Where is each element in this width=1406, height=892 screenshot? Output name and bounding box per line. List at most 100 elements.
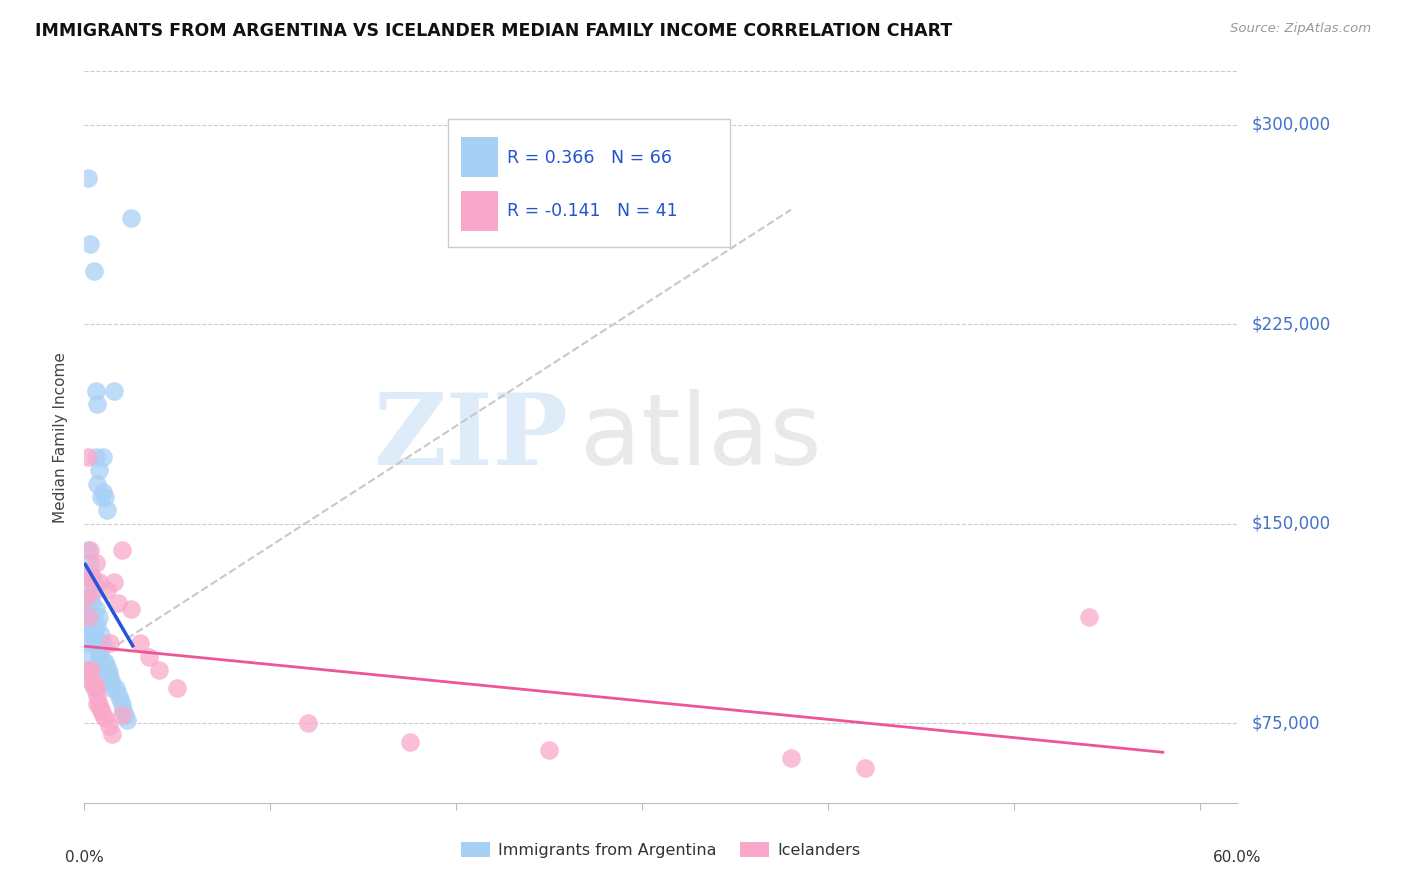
Point [90,703,112,717]
Point [80,676,103,690]
Point [86,617,108,632]
Point [79,628,101,642]
Point [77,450,100,464]
Point [110,698,132,712]
Point [84,450,107,464]
Point [138,649,160,664]
Point [107,687,129,701]
Point [100,676,122,690]
Point [75,591,97,605]
Text: R = 0.366   N = 66: R = 0.366 N = 66 [508,149,672,167]
FancyBboxPatch shape [447,119,730,247]
Point [101,726,124,740]
Point [103,575,125,590]
Point [110,543,132,558]
Point [80,617,103,632]
Point [84,601,107,615]
Point [91,636,114,650]
Point [398,734,420,748]
Point [96,582,118,597]
Point [103,384,125,398]
Point [75,649,97,664]
Point [101,676,124,690]
Text: $225,000: $225,000 [1251,315,1330,333]
Text: 0.0%: 0.0% [65,850,104,865]
Point [91,708,114,723]
Point [83,623,105,637]
Point [86,690,108,704]
Point [100,636,122,650]
Point [83,636,105,650]
Point [97,671,120,685]
Point [79,607,101,621]
Point [79,557,101,571]
Point [110,708,132,723]
Point [77,601,100,615]
Point [89,649,111,664]
Point [86,636,108,650]
Y-axis label: Median Family Income: Median Family Income [53,351,69,523]
Point [94,660,117,674]
Text: ZIP: ZIP [374,389,568,485]
Point [84,631,107,645]
Point [79,237,101,252]
Point [80,570,103,584]
Point [97,665,120,680]
Point [83,676,105,690]
Point [108,692,131,706]
Point [115,714,138,728]
Point [96,660,118,674]
Point [100,671,122,685]
Point [90,490,112,504]
Point [101,681,124,696]
Point [80,570,103,584]
Point [90,649,112,664]
Text: R = -0.141   N = 41: R = -0.141 N = 41 [508,202,678,220]
Point [75,636,97,650]
Point [114,708,136,723]
Point [97,719,120,733]
Point [86,476,108,491]
Point [538,742,561,756]
Text: 60.0%: 60.0% [1213,850,1261,865]
Text: atlas: atlas [581,389,821,485]
Point [89,698,111,712]
Point [129,636,152,650]
FancyBboxPatch shape [461,191,498,231]
Text: $150,000: $150,000 [1251,515,1330,533]
Point [77,671,100,685]
Point [80,663,103,677]
Point [80,596,103,610]
Point [120,601,142,615]
Point [89,575,111,590]
Text: $75,000: $75,000 [1251,714,1320,732]
Point [75,596,97,610]
Point [79,543,101,558]
Point [91,450,114,464]
Point [120,211,142,225]
Point [94,490,117,504]
Point [89,463,111,477]
Point [166,681,188,696]
Point [297,716,319,731]
Point [94,655,117,669]
Point [83,582,105,597]
Point [77,543,100,558]
Point [1077,609,1099,624]
Point [77,623,100,637]
Point [84,384,107,398]
Point [96,503,118,517]
Point [75,570,97,584]
Text: $300,000: $300,000 [1251,116,1330,134]
Point [86,397,108,411]
Point [780,750,803,764]
Point [83,681,105,696]
Text: IMMIGRANTS FROM ARGENTINA VS ICELANDER MEDIAN FAMILY INCOME CORRELATION CHART: IMMIGRANTS FROM ARGENTINA VS ICELANDER M… [35,22,952,40]
Point [84,557,107,571]
Point [75,663,97,677]
Point [89,644,111,658]
Legend: Immigrants from Argentina, Icelanders: Immigrants from Argentina, Icelanders [456,836,866,864]
Point [90,703,112,717]
Point [75,609,97,624]
Point [89,609,111,624]
